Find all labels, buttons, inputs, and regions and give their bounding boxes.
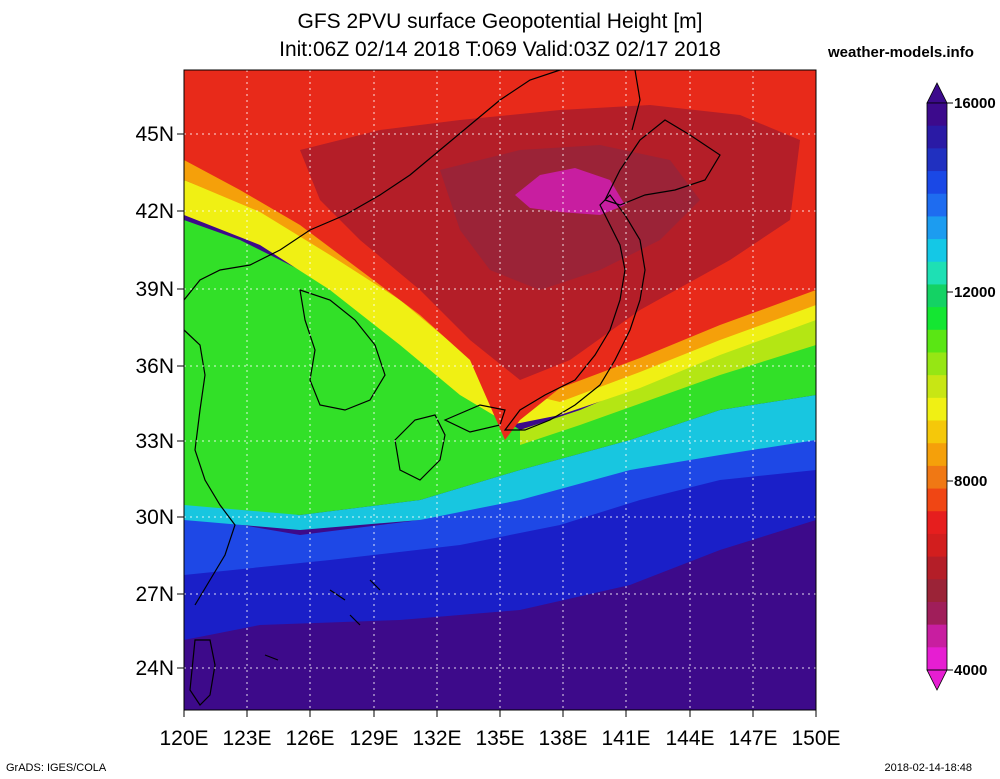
- lon-label-132e: 132E: [412, 727, 461, 750]
- colorbar-segment: [927, 261, 947, 285]
- lat-label-30n: 30N: [135, 506, 174, 529]
- colorbar-segment: [927, 103, 947, 127]
- colorbar-segment: [927, 647, 947, 671]
- field-band-magenta: [515, 168, 625, 215]
- coastline-china-east: [184, 329, 236, 606]
- colorbar-label-4000: 4000: [954, 662, 987, 679]
- coastline-korea: [299, 289, 386, 411]
- colorbar-segment: [927, 488, 947, 512]
- lon-label-120e: 120E: [159, 727, 208, 750]
- colorbar-frame: [926, 102, 948, 671]
- colorbar-segment: [927, 239, 947, 263]
- lat-axis: 45N 42N 39N 36N 33N 30N 27N 24N: [135, 123, 184, 680]
- colorbar-segment: [927, 329, 947, 353]
- colorbar-segment: [927, 443, 947, 467]
- colorbar-label-12000: 12000: [954, 284, 996, 301]
- lon-label-144e: 144E: [665, 727, 714, 750]
- colorbar-segment: [927, 193, 947, 217]
- gridlines: [184, 70, 816, 710]
- lon-axis: 120E 123E 126E 129E 132E 135E 138E 141E …: [159, 710, 841, 750]
- colorbar-segment: [927, 148, 947, 172]
- colorbar-top-arrow: [926, 82, 948, 104]
- colorbar-bottom-arrow: [926, 669, 948, 691]
- watermark: weather-models.info: [828, 44, 974, 61]
- lon-label-147e: 147E: [728, 727, 777, 750]
- colorbar-segment: [927, 216, 947, 240]
- coastline-japan-hokkaido: [604, 119, 721, 206]
- coastline-taiwan: [189, 639, 216, 706]
- lat-label-36n: 36N: [135, 355, 174, 378]
- footer-timestamp: 2018-02-14-18:48: [884, 762, 972, 774]
- lon-label-138e: 138E: [538, 727, 587, 750]
- colorbar-segment: [927, 533, 947, 558]
- colorbar-segment: [927, 420, 947, 444]
- field-band-yellow-green: [520, 315, 816, 445]
- colorbar-segment: [927, 352, 947, 376]
- colorbar-segment: [927, 601, 947, 626]
- coastline-sakhalin: [631, 70, 641, 131]
- coastline-japan-kyushu: [394, 414, 446, 481]
- colorbar-segment: [927, 171, 947, 195]
- coastline-japan-honshu: [503, 194, 646, 431]
- colorbar-segments: [927, 103, 947, 671]
- colorbar-segment: [927, 579, 947, 603]
- colorbar-segment: [927, 624, 947, 648]
- colorbar-segment: [927, 397, 947, 422]
- lat-label-33n: 33N: [135, 430, 174, 453]
- colorbar-label-16000: 16000: [954, 95, 996, 112]
- lat-label-39n: 39N: [135, 278, 174, 301]
- colorbar-segment: [927, 284, 947, 308]
- colorbar-segment: [927, 556, 947, 580]
- map-title-line2: Init:06Z 02/14 2018 T:069 Valid:03Z 02/1…: [279, 38, 721, 61]
- footer-credit: GrADS: IGES/COLA: [6, 762, 107, 774]
- colorbar-segment: [927, 307, 947, 331]
- colorbar-segment: [927, 465, 947, 490]
- colorbar: 16000 12000 8000 4000: [926, 82, 996, 691]
- lon-label-126e: 126E: [285, 727, 334, 750]
- field-band-maroon: [440, 145, 700, 290]
- lon-label-150e: 150E: [791, 727, 840, 750]
- coastlines: [184, 70, 721, 706]
- colorbar-label-8000: 8000: [954, 473, 987, 490]
- map-title-line1: GFS 2PVU surface Geopotential Height [m]: [297, 10, 703, 33]
- lon-label-141e: 141E: [601, 727, 650, 750]
- colorbar-segment: [927, 511, 947, 535]
- colorbar-segment: [927, 375, 947, 399]
- lon-label-123e: 123E: [222, 727, 271, 750]
- plot-area: [184, 70, 816, 710]
- lat-label-27n: 27N: [135, 583, 174, 606]
- coastline-mainland-north: [184, 70, 561, 301]
- lat-label-45n: 45N: [135, 123, 174, 146]
- lon-label-129e: 129E: [349, 727, 398, 750]
- colorbar-segment: [927, 125, 947, 149]
- lat-label-42n: 42N: [135, 200, 174, 223]
- lat-label-24n: 24N: [135, 657, 174, 680]
- lon-label-135e: 135E: [475, 727, 524, 750]
- islands-ryukyu: [264, 579, 381, 661]
- coastline-japan-shikoku: [443, 404, 506, 433]
